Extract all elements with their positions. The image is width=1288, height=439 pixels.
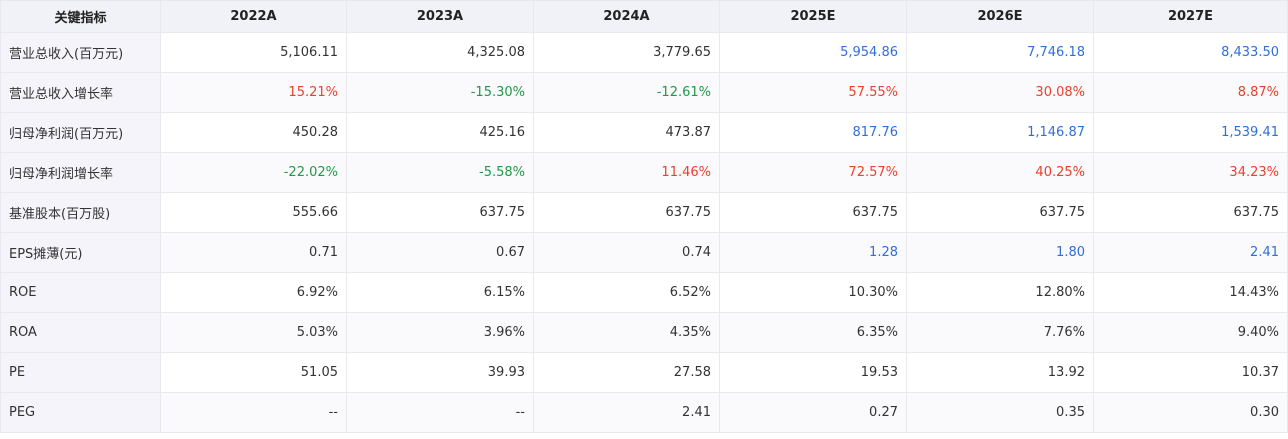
table-cell: -12.61% bbox=[533, 72, 720, 113]
table-cell: 57.55% bbox=[719, 72, 907, 113]
table-row: ROA 5.03% 3.96% 4.35% 6.35% 7.76% 9.40% bbox=[0, 312, 1288, 353]
table-row: PE 51.05 39.93 27.58 19.53 13.92 10.37 bbox=[0, 352, 1288, 393]
row-label: 基准股本(百万股) bbox=[0, 192, 161, 233]
table-cell: 5,106.11 bbox=[160, 32, 347, 73]
table-cell: 7.76% bbox=[906, 312, 1094, 353]
table-cell: 6.92% bbox=[160, 272, 347, 313]
table-cell: 0.71 bbox=[160, 232, 347, 273]
table-cell: 0.67 bbox=[346, 232, 534, 273]
column-header: 2026E bbox=[906, 0, 1094, 33]
table-cell: 12.80% bbox=[906, 272, 1094, 313]
row-label: PE bbox=[0, 352, 161, 393]
row-label: 归母净利润增长率 bbox=[0, 152, 161, 193]
table-cell: 14.43% bbox=[1093, 272, 1288, 313]
table-body: 营业总收入(百万元) 5,106.11 4,325.08 3,779.65 5,954.… bbox=[0, 32, 1288, 433]
table-header-row: 关键指标 2022A 2023A 2024A 2025E 2026E 2027E bbox=[0, 0, 1288, 33]
table-cell: 3.96% bbox=[346, 312, 534, 353]
table-cell: 450.28 bbox=[160, 112, 347, 153]
column-header: 2022A bbox=[160, 0, 347, 33]
table-row: 营业总收入增长率 15.21% -15.30% -12.61% 57.55% 30.08%… bbox=[0, 72, 1288, 113]
table-cell: 7,746.18 bbox=[906, 32, 1094, 73]
table-cell: 2.41 bbox=[1093, 232, 1288, 273]
table-cell: 11.46% bbox=[533, 152, 720, 193]
table-cell: -- bbox=[346, 392, 534, 433]
table-cell: 8.87% bbox=[1093, 72, 1288, 113]
table-cell: -5.58% bbox=[346, 152, 534, 193]
table-cell: 8,433.50 bbox=[1093, 32, 1288, 73]
column-header: 2025E bbox=[719, 0, 907, 33]
table-cell: 637.75 bbox=[533, 192, 720, 233]
table-cell: 0.35 bbox=[906, 392, 1094, 433]
table-cell: 30.08% bbox=[906, 72, 1094, 113]
table-cell: 555.66 bbox=[160, 192, 347, 233]
table-cell: -22.02% bbox=[160, 152, 347, 193]
column-header: 2023A bbox=[346, 0, 534, 33]
table-cell: 10.30% bbox=[719, 272, 907, 313]
table-cell: 3,779.65 bbox=[533, 32, 720, 73]
table-row: 归母净利润增长率 -22.02% -5.58% 11.46% 72.57% 40.25% 3… bbox=[0, 152, 1288, 193]
table-cell: 637.75 bbox=[346, 192, 534, 233]
header-label-cell: 关键指标 bbox=[0, 0, 161, 33]
row-label: 营业总收入(百万元) bbox=[0, 32, 161, 73]
table-row: PEG -- -- 2.41 0.27 0.35 0.30 bbox=[0, 392, 1288, 433]
table-cell: 6.15% bbox=[346, 272, 534, 313]
table-cell: 72.57% bbox=[719, 152, 907, 193]
table-cell: 1.80 bbox=[906, 232, 1094, 273]
table-cell: 637.75 bbox=[906, 192, 1094, 233]
table-cell: 817.76 bbox=[719, 112, 907, 153]
row-label: PEG bbox=[0, 392, 161, 433]
table-cell: 27.58 bbox=[533, 352, 720, 393]
table-cell: 4,325.08 bbox=[346, 32, 534, 73]
table-cell: 40.25% bbox=[906, 152, 1094, 193]
row-label: 营业总收入增长率 bbox=[0, 72, 161, 113]
row-label: 归母净利润(百万元) bbox=[0, 112, 161, 153]
table-cell: 0.74 bbox=[533, 232, 720, 273]
table-cell: 1.28 bbox=[719, 232, 907, 273]
table-cell: 1,146.87 bbox=[906, 112, 1094, 153]
table-cell: 34.23% bbox=[1093, 152, 1288, 193]
row-label: ROA bbox=[0, 312, 161, 353]
table-cell: 637.75 bbox=[1093, 192, 1288, 233]
column-header: 2027E bbox=[1093, 0, 1288, 33]
table-cell: 5,954.86 bbox=[719, 32, 907, 73]
table-cell: 473.87 bbox=[533, 112, 720, 153]
column-header: 2024A bbox=[533, 0, 720, 33]
table-cell: 10.37 bbox=[1093, 352, 1288, 393]
table-row: 营业总收入(百万元) 5,106.11 4,325.08 3,779.65 5,954.… bbox=[0, 32, 1288, 73]
table-cell: 15.21% bbox=[160, 72, 347, 113]
table-cell: 5.03% bbox=[160, 312, 347, 353]
table-cell: 1,539.41 bbox=[1093, 112, 1288, 153]
row-label: ROE bbox=[0, 272, 161, 313]
table-row: 归母净利润(百万元) 450.28 425.16 473.87 817.76 1,146.… bbox=[0, 112, 1288, 153]
table-cell: 13.92 bbox=[906, 352, 1094, 393]
table-cell: -15.30% bbox=[346, 72, 534, 113]
table-cell: -- bbox=[160, 392, 347, 433]
table-cell: 51.05 bbox=[160, 352, 347, 393]
table-cell: 6.35% bbox=[719, 312, 907, 353]
table-row: EPS摊薄(元) 0.71 0.67 0.74 1.28 1.80 2.41 bbox=[0, 232, 1288, 273]
table-cell: 19.53 bbox=[719, 352, 907, 393]
table-cell: 0.27 bbox=[719, 392, 907, 433]
table-cell: 9.40% bbox=[1093, 312, 1288, 353]
table-row: ROE 6.92% 6.15% 6.52% 10.30% 12.80% 14.43% bbox=[0, 272, 1288, 313]
table-cell: 39.93 bbox=[346, 352, 534, 393]
table-cell: 0.30 bbox=[1093, 392, 1288, 433]
table-row: 基准股本(百万股) 555.66 637.75 637.75 637.75 637.75 6… bbox=[0, 192, 1288, 233]
table-cell: 637.75 bbox=[719, 192, 907, 233]
table-cell: 4.35% bbox=[533, 312, 720, 353]
table-cell: 425.16 bbox=[346, 112, 534, 153]
row-label: EPS摊薄(元) bbox=[0, 232, 161, 273]
table-cell: 6.52% bbox=[533, 272, 720, 313]
table-cell: 2.41 bbox=[533, 392, 720, 433]
